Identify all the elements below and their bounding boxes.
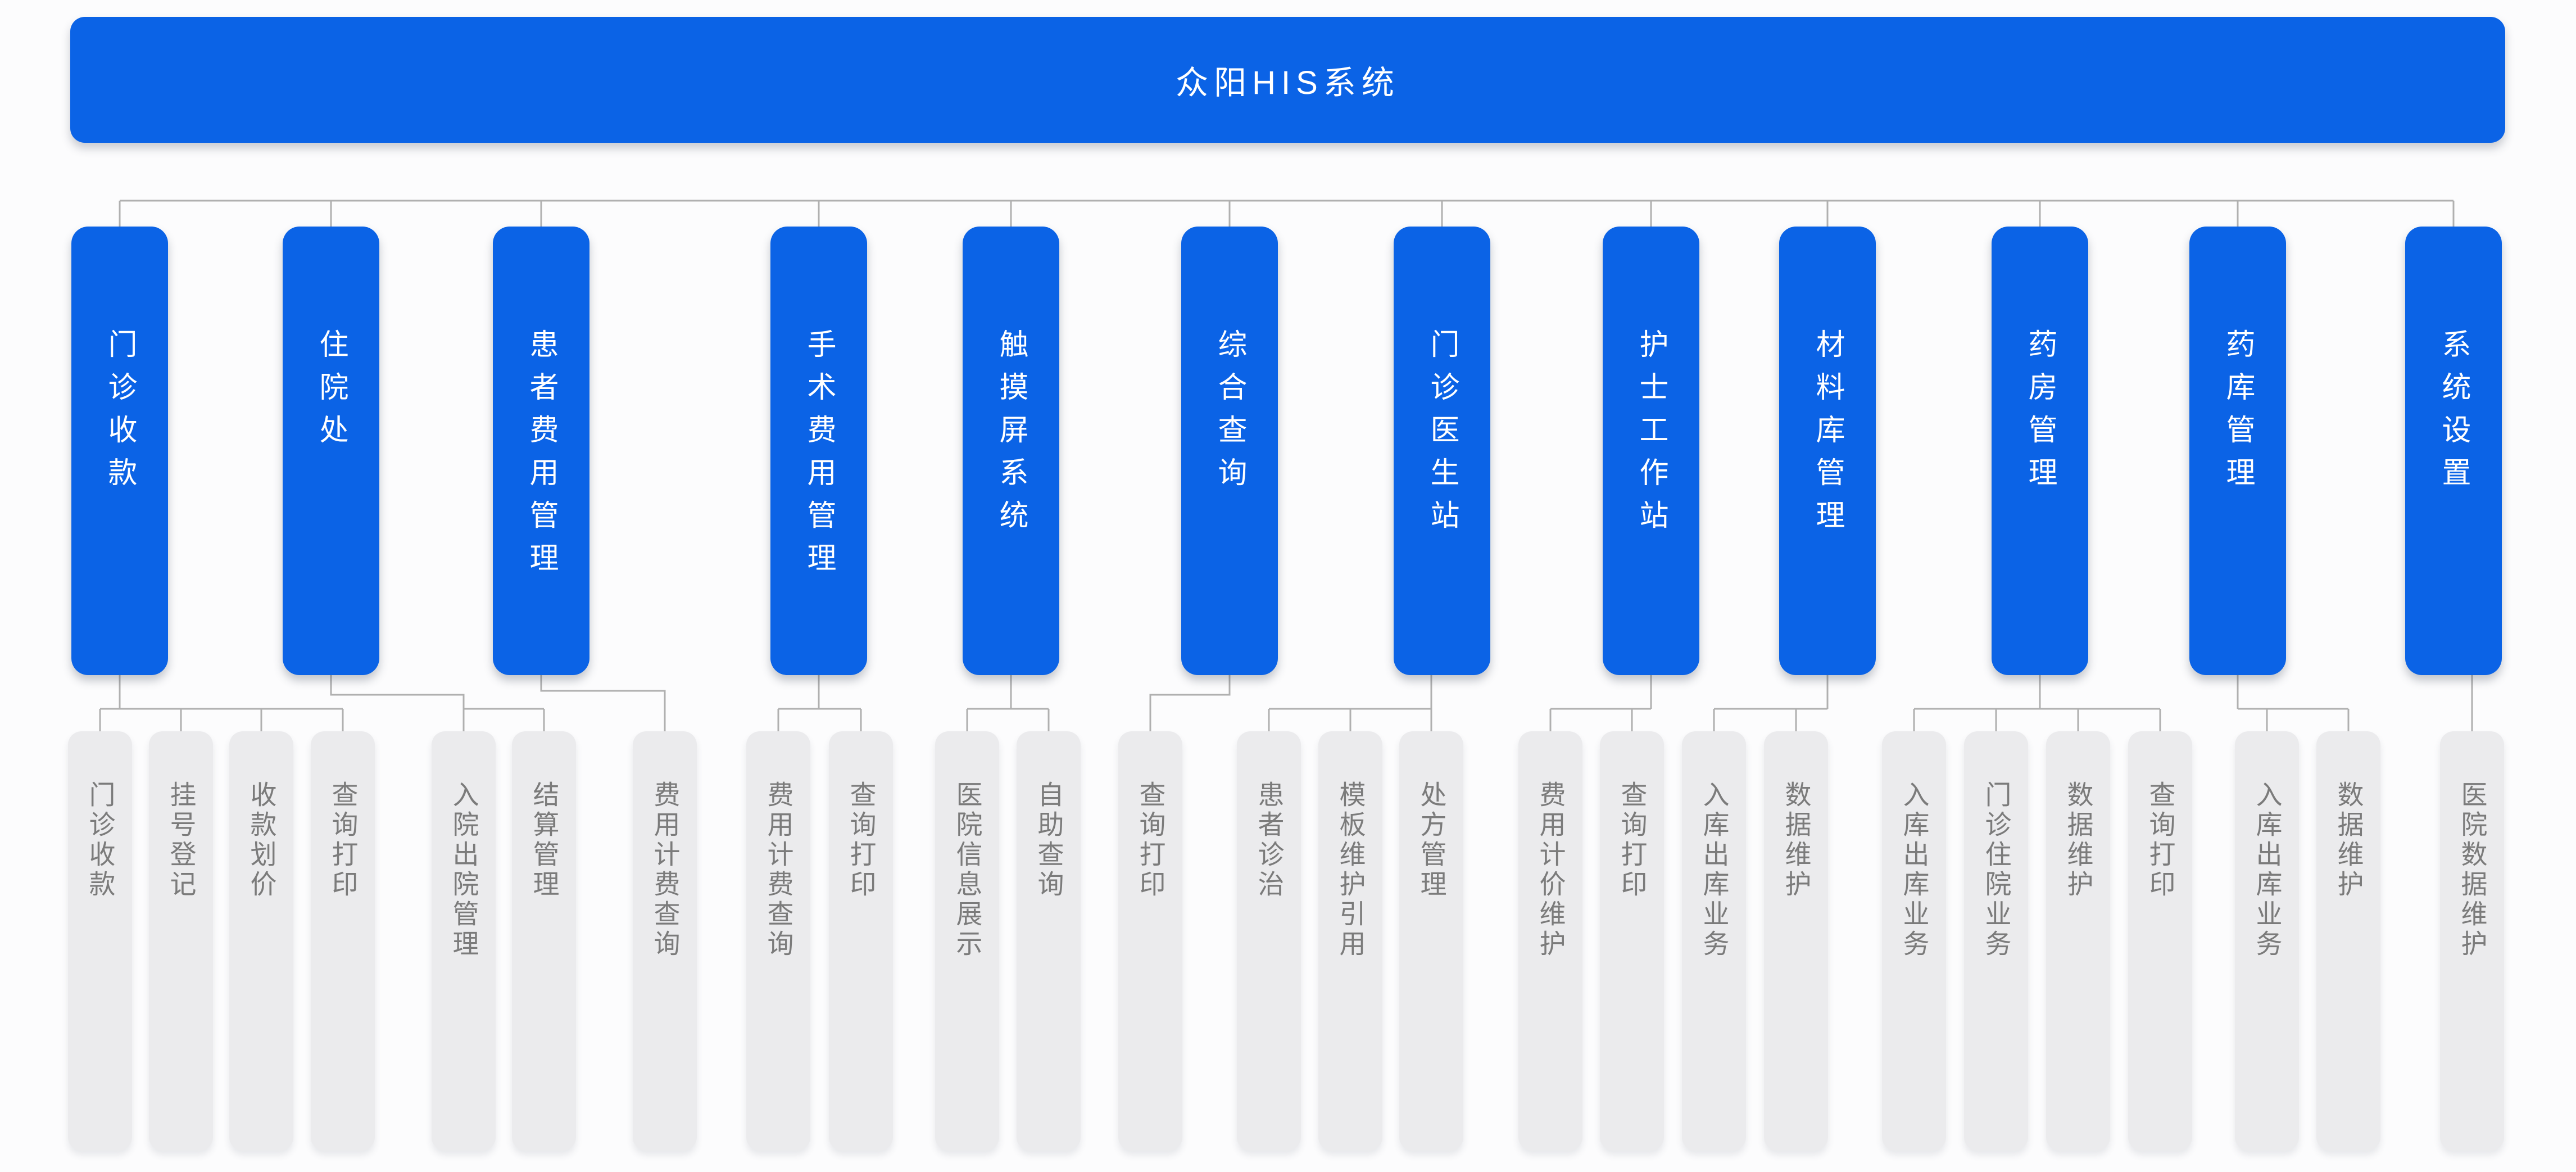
module-box-9: 材料库管理 [1779, 227, 1876, 675]
module-box-10: 药房管理 [1992, 227, 2088, 675]
submodule-label: 处方管理 [1416, 781, 1446, 900]
submodule-box-5-1: 医院信息展示 [935, 731, 999, 1151]
submodule-label: 挂号登记 [166, 781, 196, 900]
submodule-label: 患者诊治 [1254, 781, 1284, 900]
module-label: 触摸屏系统 [995, 329, 1027, 542]
submodule-box-12-1: 医院数据维护 [2440, 731, 2504, 1151]
submodule-box-1-2: 挂号登记 [149, 731, 213, 1151]
module-label: 住院处 [315, 329, 347, 457]
module-label: 系统设置 [2437, 329, 2470, 500]
submodule-label: 查询打印 [328, 781, 358, 900]
submodule-box-1-1: 门诊收款 [68, 731, 132, 1151]
submodule-box-8-2: 查询打印 [1600, 731, 1664, 1151]
submodule-box-10-2: 门诊住院业务 [1964, 731, 2028, 1151]
module-box-7: 门诊医生站 [1394, 227, 1490, 675]
module-label: 手术费用管理 [802, 329, 835, 585]
submodule-box-2-2: 结算管理 [512, 731, 576, 1151]
submodule-label: 模板维护引用 [1335, 781, 1366, 960]
submodule-label: 数据维护 [2063, 781, 2093, 900]
module-box-2: 住院处 [283, 227, 379, 675]
submodule-label: 查询打印 [1617, 781, 1647, 900]
submodule-box-10-1: 入库出库业务 [1882, 731, 1946, 1151]
chart-title: 众阳HIS系统 [70, 17, 2505, 143]
submodule-box-1-4: 查询打印 [311, 731, 375, 1151]
submodule-label: 费用计费查询 [650, 781, 680, 960]
submodule-box-7-2: 模板维护引用 [1318, 731, 1382, 1151]
connector-line [540, 675, 666, 731]
submodule-label: 自助查询 [1033, 781, 1064, 900]
module-label: 药库管理 [2221, 329, 2254, 500]
module-box-6: 综合查询 [1181, 227, 1278, 675]
submodule-label: 门诊收款 [85, 781, 115, 900]
submodule-box-11-1: 入库出库业务 [2235, 731, 2299, 1151]
submodule-label: 门诊住院业务 [1981, 781, 2011, 960]
module-label: 材料库管理 [1811, 329, 1844, 542]
submodule-box-6-1: 查询打印 [1118, 731, 1182, 1151]
submodule-label: 查询打印 [1135, 781, 1165, 900]
submodule-box-10-4: 查询打印 [2128, 731, 2192, 1151]
module-box-4: 手术费用管理 [770, 227, 867, 675]
submodule-box-1-3: 收款划价 [229, 731, 293, 1151]
submodule-label: 入库出库业务 [2252, 781, 2282, 960]
submodule-box-10-3: 数据维护 [2046, 731, 2110, 1151]
module-box-5: 触摸屏系统 [963, 227, 1059, 675]
module-label: 门诊医生站 [1426, 329, 1458, 542]
submodule-box-11-2: 数据维护 [2316, 731, 2380, 1151]
submodule-label: 数据维护 [1781, 781, 1811, 900]
submodule-label: 查询打印 [2145, 781, 2175, 900]
module-box-11: 药库管理 [2189, 227, 2286, 675]
submodule-label: 结算管理 [529, 781, 559, 900]
submodule-box-2-1: 入院出院管理 [432, 731, 496, 1151]
submodule-box-5-2: 自助查询 [1017, 731, 1081, 1151]
submodule-box-7-1: 患者诊治 [1237, 731, 1301, 1151]
module-box-1: 门诊收款 [71, 227, 168, 675]
module-box-12: 系统设置 [2405, 227, 2502, 675]
module-label: 门诊收款 [103, 329, 136, 500]
submodule-label: 数据维护 [2333, 781, 2364, 900]
submodule-box-4-2: 查询打印 [829, 731, 893, 1151]
submodule-box-9-1: 入库出库业务 [1682, 731, 1746, 1151]
connector-line [330, 675, 465, 731]
module-label: 护士工作站 [1635, 329, 1667, 542]
submodule-label: 查询打印 [846, 781, 876, 900]
module-box-8: 护士工作站 [1603, 227, 1699, 675]
module-label: 患者费用管理 [525, 329, 557, 585]
submodule-label: 医院数据维护 [2457, 781, 2487, 960]
module-label: 药房管理 [2024, 329, 2056, 500]
submodule-box-8-1: 费用计价维护 [1518, 731, 1582, 1151]
submodule-label: 入院出院管理 [448, 781, 479, 960]
submodule-box-4-1: 费用计费查询 [746, 731, 810, 1151]
module-box-3: 患者费用管理 [493, 227, 589, 675]
submodule-label: 入库出库业务 [1899, 781, 1929, 960]
module-label: 综合查询 [1213, 329, 1246, 500]
submodule-label: 入库出库业务 [1699, 781, 1729, 960]
submodule-label: 收款划价 [246, 781, 276, 900]
submodule-box-3-1: 费用计费查询 [633, 731, 697, 1151]
submodule-label: 医院信息展示 [952, 781, 982, 960]
submodule-box-9-2: 数据维护 [1764, 731, 1828, 1151]
submodule-label: 费用计费查询 [763, 781, 793, 960]
connector-line [1149, 675, 1231, 731]
submodule-box-7-3: 处方管理 [1399, 731, 1463, 1151]
submodule-label: 费用计价维护 [1535, 781, 1566, 960]
